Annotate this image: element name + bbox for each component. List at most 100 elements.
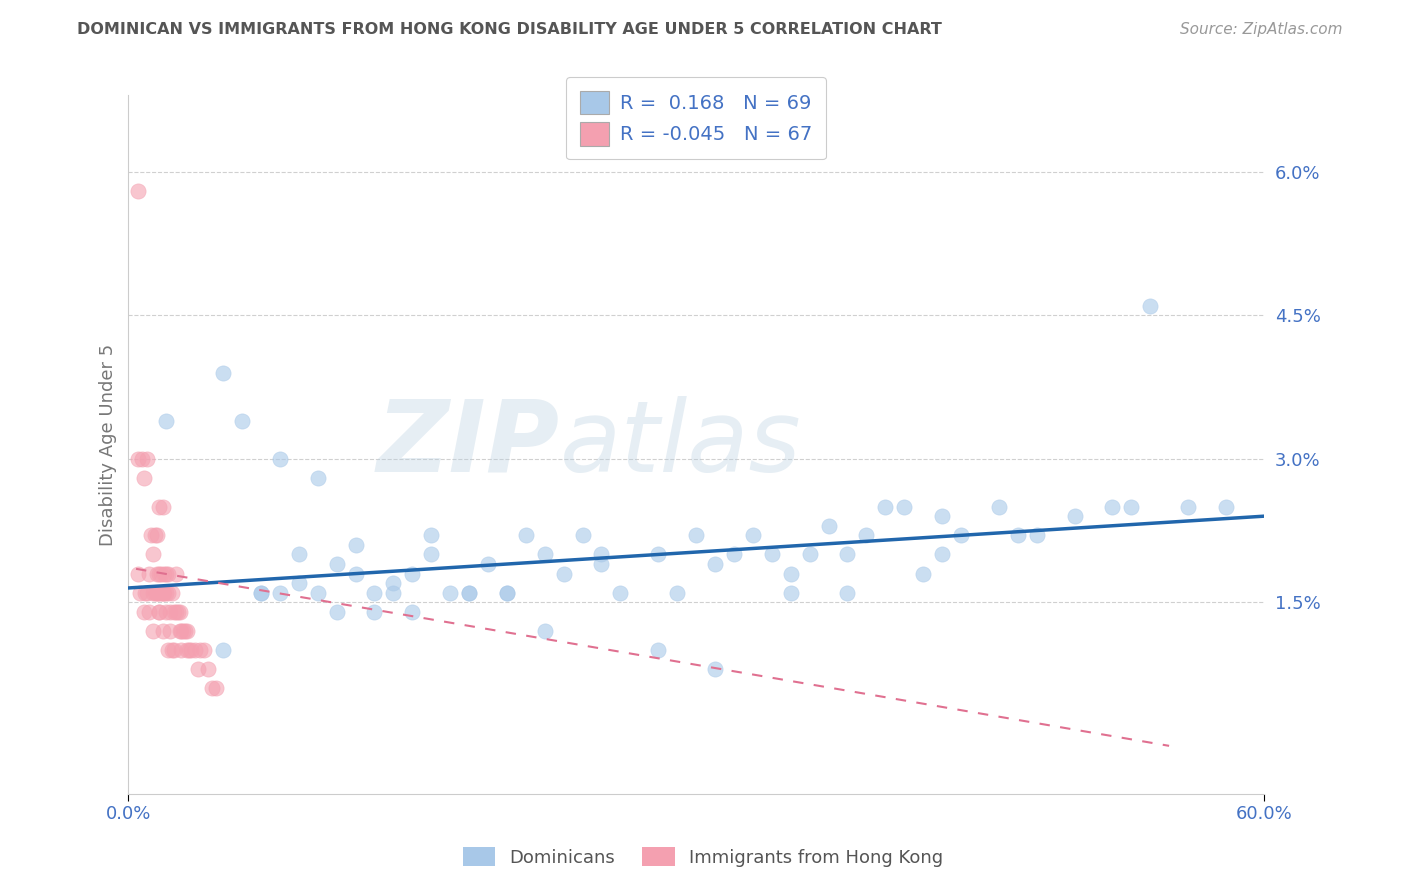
- Legend: R =  0.168   N = 69, R = -0.045   N = 67: R = 0.168 N = 69, R = -0.045 N = 67: [567, 77, 827, 160]
- Point: [204, 681, 226, 696]
- Point: [212, 366, 235, 380]
- Point: [533, 548, 555, 562]
- Point: [666, 586, 689, 600]
- Point: [212, 643, 235, 657]
- Point: [146, 566, 169, 581]
- Point: [136, 451, 159, 466]
- Point: [1177, 500, 1199, 514]
- Point: [231, 413, 253, 427]
- Point: [401, 566, 423, 581]
- Point: [160, 643, 183, 657]
- Point: [741, 528, 763, 542]
- Text: atlas: atlas: [560, 396, 801, 493]
- Point: [269, 451, 291, 466]
- Point: [148, 586, 170, 600]
- Point: [159, 605, 181, 619]
- Point: [420, 548, 443, 562]
- Point: [127, 566, 149, 581]
- Point: [761, 548, 783, 562]
- Point: [931, 509, 953, 524]
- Point: [723, 548, 745, 562]
- Point: [142, 586, 165, 600]
- Point: [169, 624, 191, 638]
- Point: [458, 586, 481, 600]
- Point: [704, 662, 727, 676]
- Point: [159, 624, 181, 638]
- Point: [187, 662, 209, 676]
- Point: [250, 586, 273, 600]
- Point: [647, 548, 669, 562]
- Point: [146, 586, 169, 600]
- Point: [837, 548, 859, 562]
- Point: [132, 605, 155, 619]
- Point: [138, 566, 160, 581]
- Point: [163, 643, 186, 657]
- Point: [591, 548, 613, 562]
- Point: [170, 643, 193, 657]
- Point: [134, 586, 156, 600]
- Point: [141, 528, 163, 542]
- Point: [250, 586, 273, 600]
- Point: [458, 586, 481, 600]
- Point: [875, 500, 897, 514]
- Point: [197, 662, 219, 676]
- Point: [127, 184, 149, 198]
- Point: [149, 566, 172, 581]
- Point: [153, 566, 176, 581]
- Point: [609, 586, 631, 600]
- Point: [127, 451, 149, 466]
- Point: [155, 586, 177, 600]
- Point: [1101, 500, 1123, 514]
- Point: [155, 566, 177, 581]
- Text: ZIP: ZIP: [377, 396, 560, 493]
- Point: [571, 528, 593, 542]
- Point: [1025, 528, 1047, 542]
- Point: [176, 624, 198, 638]
- Point: [912, 566, 935, 581]
- Point: [382, 576, 405, 591]
- Point: [344, 566, 367, 581]
- Point: [325, 557, 347, 571]
- Legend: Dominicans, Immigrants from Hong Kong: Dominicans, Immigrants from Hong Kong: [454, 838, 952, 876]
- Point: [143, 586, 166, 600]
- Point: [132, 471, 155, 485]
- Point: [157, 643, 180, 657]
- Point: [190, 643, 212, 657]
- Point: [177, 643, 200, 657]
- Point: [128, 586, 150, 600]
- Point: [149, 586, 172, 600]
- Point: [155, 413, 177, 427]
- Point: [165, 605, 187, 619]
- Point: [401, 605, 423, 619]
- Point: [855, 528, 877, 542]
- Point: [193, 643, 215, 657]
- Point: [287, 576, 309, 591]
- Point: [183, 643, 205, 657]
- Point: [287, 548, 309, 562]
- Point: [157, 586, 180, 600]
- Point: [131, 451, 153, 466]
- Point: [949, 528, 972, 542]
- Point: [799, 548, 821, 562]
- Point: [363, 605, 385, 619]
- Point: [837, 586, 859, 600]
- Point: [172, 624, 194, 638]
- Point: [152, 624, 174, 638]
- Point: [269, 586, 291, 600]
- Point: [146, 528, 169, 542]
- Point: [685, 528, 707, 542]
- Point: [152, 586, 174, 600]
- Point: [155, 605, 177, 619]
- Point: [477, 557, 499, 571]
- Point: [148, 566, 170, 581]
- Point: [201, 681, 224, 696]
- Point: [170, 624, 193, 638]
- Point: [143, 528, 166, 542]
- Point: [142, 624, 165, 638]
- Point: [893, 500, 915, 514]
- Point: [148, 605, 170, 619]
- Point: [157, 566, 180, 581]
- Point: [779, 566, 801, 581]
- Point: [307, 586, 329, 600]
- Point: [779, 586, 801, 600]
